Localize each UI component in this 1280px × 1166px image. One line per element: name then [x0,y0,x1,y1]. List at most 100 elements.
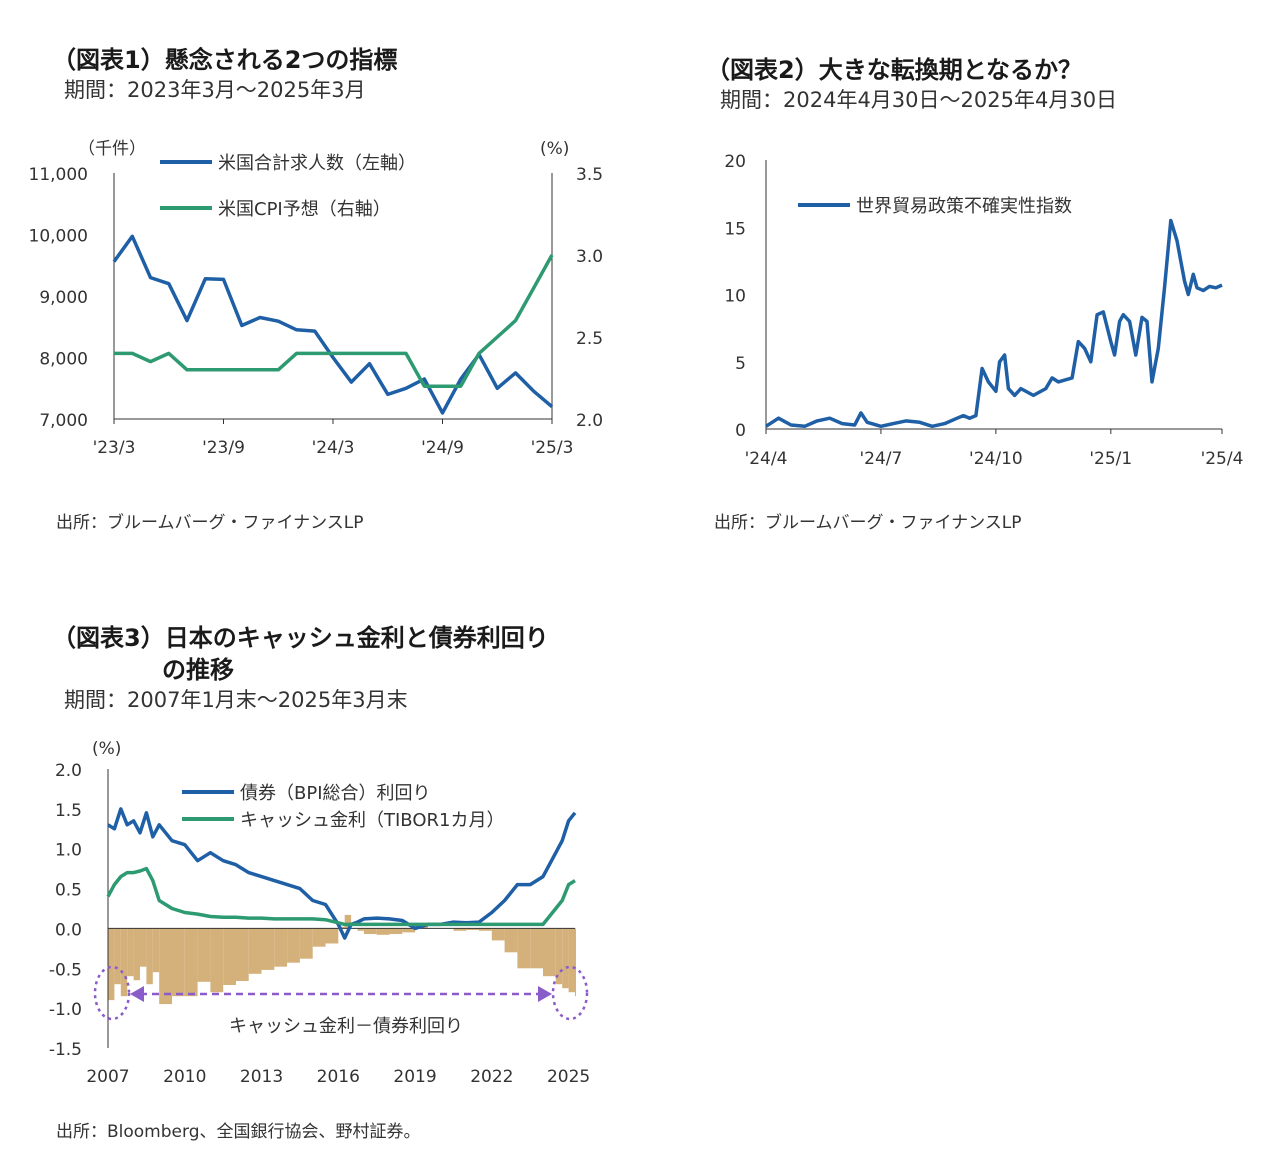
span-arrowhead-right [538,986,552,1002]
spread-bar [325,928,339,944]
y-tick-label: 15 [724,219,746,239]
spread-bar [504,928,518,953]
start-highlight-circle [93,965,131,1021]
x-tick-label: '24/9 [421,438,464,458]
x-tick-label: '24/7 [860,449,903,469]
left-tick-label: 9,000 [39,288,88,308]
spread-bar [530,928,543,969]
end-highlight-circle [551,965,589,1021]
y-tick-label: -1.5 [49,1040,82,1060]
spread-bar [152,928,160,973]
spread-bar [517,928,531,969]
chart3-source: 出所：Bloomberg、全国銀行協会、野村証券。 [56,1122,421,1142]
x-tick-label: '24/4 [745,449,788,469]
spread-bar [543,928,556,977]
x-tick-label: 2022 [470,1067,513,1087]
spread-bar [555,928,563,985]
series-line [765,218,1223,429]
x-tick-label: 2013 [240,1067,283,1087]
spread-bar [562,928,569,989]
spread-bar [223,928,236,985]
chart3-subtitle: 期間：2007年1月末～2025年3月末 [64,688,408,712]
chart1-subtitle: 期間：2023年3月～2025年3月 [64,78,366,102]
spread-bar [402,928,416,933]
x-tick-label: 2010 [163,1067,206,1087]
right-axis-unit: (%) [540,139,569,159]
spread-bar [389,928,403,934]
spread-bar [479,928,492,931]
spread-bar [453,928,467,931]
legend-label-2: 米国CPI予想（右軸） [218,199,391,220]
y-tick-label: 2.0 [55,761,82,781]
spread-bar [140,928,147,967]
span-arrowhead-left [130,986,144,1002]
y-tick-label: 0 [735,421,746,441]
right-tick-label: 3.5 [576,165,603,185]
y-tick-label: 10 [724,287,746,307]
chart2-title: （図表2）大きな転換期となるか？ [706,56,1082,84]
spread-bar [146,928,153,985]
spread-bar [274,928,288,967]
legend-label-1: 米国合計求人数（左軸） [218,153,416,174]
spread-bar [299,928,313,959]
x-tick-label: 2025 [547,1067,590,1087]
x-tick-label: '24/10 [969,449,1023,469]
right-tick-label: 3.0 [576,247,603,267]
spread-bar [376,928,390,935]
spread-bar [127,928,134,977]
spread-bar [133,928,140,981]
x-tick-label: '25/1 [1089,449,1132,469]
spread-bar [159,928,172,1005]
spread-bar [114,928,121,985]
spread-bar [568,928,575,993]
y-tick-label: 0.5 [55,881,82,901]
spread-bar [287,928,300,963]
chart2-source: 出所：ブルームバーグ・ファイナンスLP [714,513,1022,533]
legend-label: 世界貿易政策不確実性指数 [856,196,1072,217]
series-line-2 [114,254,554,388]
series-line-2 [106,866,576,927]
spread-bar [363,928,377,934]
spread-bar [197,928,211,982]
spread-bar [172,928,185,997]
x-tick-label: '24/3 [312,438,355,458]
spread-bar [575,928,576,997]
chart2-plot: 20 15 10 5 0 '24/4 '24/7 '24/10 '25/1 '25/4 世界貿易政策… [724,152,1244,469]
y-tick-label: 0.0 [55,920,82,940]
y-tick-label: 20 [724,152,746,172]
chart3-title-line2: の推移 [162,656,234,684]
y-tick-label: 1.0 [55,841,82,861]
left-tick-label: 7,000 [39,411,88,431]
spread-bar [357,928,364,931]
spread-annotation: キャッシュ金利－債券利回り [229,1016,463,1037]
chart3-title-line1: （図表3）日本のキャッシュ金利と債券利回り [52,624,549,652]
spread-bar [491,928,505,941]
spread-bar [248,928,262,974]
spread-bar [210,928,224,993]
x-tick-label: '23/3 [93,438,136,458]
y-tick-label: -1.0 [49,1000,82,1020]
spread-bar [261,928,275,970]
y-tick-label: 1.5 [55,801,82,821]
spread-bar [312,928,326,947]
left-tick-label: 11,000 [29,165,88,185]
x-tick-label: 2007 [86,1067,129,1087]
x-tick-label: 2016 [317,1067,360,1087]
spread-bar [466,928,479,930]
chart2-subtitle: 期間：2024年4月30日～2025年4月30日 [720,88,1118,112]
right-tick-label: 2.0 [576,411,603,431]
x-tick-label: '25/3 [531,438,574,458]
chart1-title: （図表1）懸念される2つの指標 [52,46,398,74]
legend-label-2: キャッシュ金利（TIBOR1カ月） [240,810,504,831]
left-tick-label: 8,000 [39,350,88,370]
left-tick-label: 10,000 [29,227,88,247]
spread-bar [184,928,198,997]
spread-bar [120,928,128,997]
left-axis-unit: （千件） [78,139,146,159]
y-tick-label: -0.5 [49,960,82,980]
chart1-plot: 11,000 10,000 9,000 8,000 7,000 3.5 3.0 2.5 2.0 （… [29,139,604,458]
y-axis-unit: (%) [92,739,121,759]
chart1-source: 出所：ブルームバーグ・ファイナンスLP [56,513,364,533]
y-tick-label: 5 [735,354,746,374]
x-tick-label: '25/4 [1201,449,1244,469]
